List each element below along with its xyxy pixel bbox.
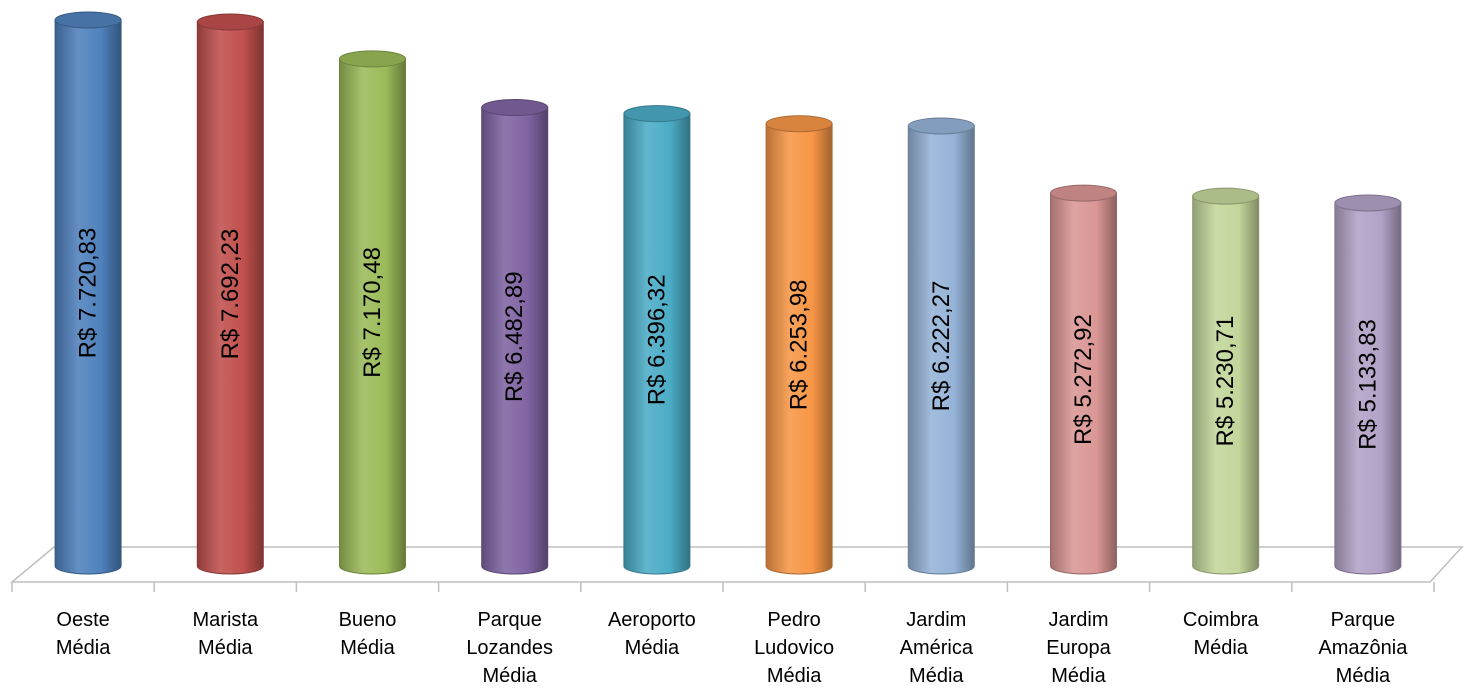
bar-9: R$ 5.133,83: [1334, 194, 1402, 575]
bar-body: [481, 107, 549, 575]
bar-body: [1050, 192, 1117, 575]
bar-0: R$ 7.720,83: [54, 11, 122, 575]
bar-body: [1192, 195, 1260, 575]
bar-body: [623, 113, 691, 575]
bar-body: [196, 21, 264, 575]
bar-6: R$ 6.222,27: [907, 117, 975, 575]
bar-8: R$ 5.230,71: [1192, 187, 1260, 575]
bar-body: [54, 19, 122, 575]
value-label: R$ 6.253,98: [786, 279, 813, 410]
bar-7: R$ 5.272,92: [1050, 184, 1117, 575]
category-label: Aeroporto Média: [608, 609, 696, 659]
bar-top-cap: [1334, 194, 1402, 212]
value-label: R$ 5.133,83: [1354, 319, 1381, 450]
bar-top-cap: [481, 99, 549, 117]
bar-top-cap: [54, 11, 122, 29]
value-label: R$ 5.272,92: [1070, 314, 1097, 445]
bar-3: R$ 6.482,89: [481, 99, 549, 575]
category-label: Bueno Média: [339, 609, 397, 659]
x-axis: Oeste Média Marista Média Bueno Média Parque Lo…: [11, 582, 1435, 687]
value-label: R$ 6.482,89: [501, 271, 528, 402]
bar-top-cap: [1050, 184, 1117, 202]
bar-body: [907, 125, 975, 575]
bar-body: [1334, 202, 1402, 575]
value-label: R$ 7.692,23: [217, 229, 244, 360]
category-label: Pedro Ludovico Média: [754, 609, 834, 687]
value-label: R$ 7.170,48: [359, 247, 386, 378]
value-label: R$ 7.720,83: [75, 228, 102, 359]
bars-group: R$ 7.720,83 R$ 7.692,23 R$ 7.170,48 R$ 6.48…: [54, 11, 1402, 575]
bar-top-cap: [907, 117, 975, 135]
value-label: R$ 6.222,27: [928, 281, 955, 412]
category-label: Coimbra Média: [1183, 609, 1259, 659]
category-label: Parque Amazônia Média: [1318, 609, 1408, 687]
category-label: Marista Média: [193, 609, 259, 659]
category-label: Jardim América Média: [900, 609, 974, 687]
bar-top-cap: [196, 13, 264, 31]
category-label: Oeste Média: [56, 609, 111, 659]
category-label: Jardim Europa Média: [1046, 609, 1111, 687]
value-label: R$ 6.396,32: [643, 274, 670, 405]
bar-4: R$ 6.396,32: [623, 105, 691, 575]
bar-top-cap: [765, 115, 833, 133]
bar-top-cap: [1192, 187, 1260, 205]
bar-body: [339, 58, 406, 575]
bar-5: R$ 6.253,98: [765, 115, 833, 575]
bar-top-cap: [623, 105, 691, 123]
bar-2: R$ 7.170,48: [339, 50, 406, 575]
category-label: Parque Lozandes Média: [466, 609, 553, 687]
bar-1: R$ 7.692,23: [196, 13, 264, 575]
bar-top-cap: [339, 50, 406, 68]
value-label: R$ 5.230,71: [1212, 316, 1239, 447]
bar-body: [765, 123, 833, 575]
